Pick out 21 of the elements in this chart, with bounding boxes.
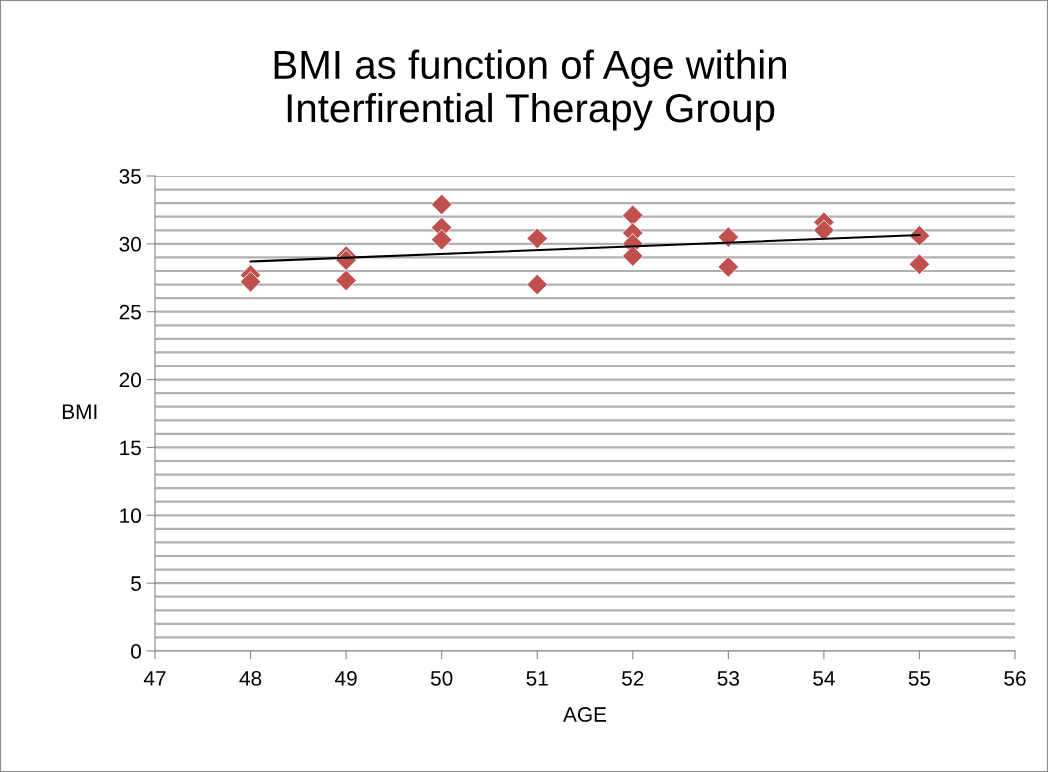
x-tick-label: 55 bbox=[908, 671, 931, 686]
y-tick-label: 0 bbox=[131, 644, 141, 659]
y-tick-label: 5 bbox=[131, 576, 141, 591]
x-tick-label: 50 bbox=[430, 670, 453, 686]
y-tick-label: 10 bbox=[120, 508, 141, 524]
x-tick-label: 49 bbox=[335, 670, 357, 686]
x-tick-label: 47 bbox=[143, 671, 166, 686]
x-tick-label: 51 bbox=[526, 671, 548, 686]
x-tick-label: 54 bbox=[813, 671, 835, 686]
y-tick-label: 35 bbox=[119, 169, 141, 184]
x-tick-label: 56 bbox=[1004, 670, 1026, 686]
y-tick-label: 20 bbox=[119, 372, 141, 388]
chart-title: BMI as function of Age within Interfirential Therapy Group bbox=[274, 49, 786, 131]
y-axis-title: BMI bbox=[62, 404, 97, 419]
y-tick-label: 15 bbox=[120, 440, 141, 456]
y-tick-label: 25 bbox=[119, 304, 141, 320]
x-axis-title: AGE bbox=[563, 707, 607, 722]
x-tick-label: 53 bbox=[717, 670, 740, 686]
y-tick-label: 30 bbox=[119, 236, 141, 252]
x-tick-label: 52 bbox=[622, 670, 644, 686]
x-tick-label: 48 bbox=[239, 670, 262, 686]
